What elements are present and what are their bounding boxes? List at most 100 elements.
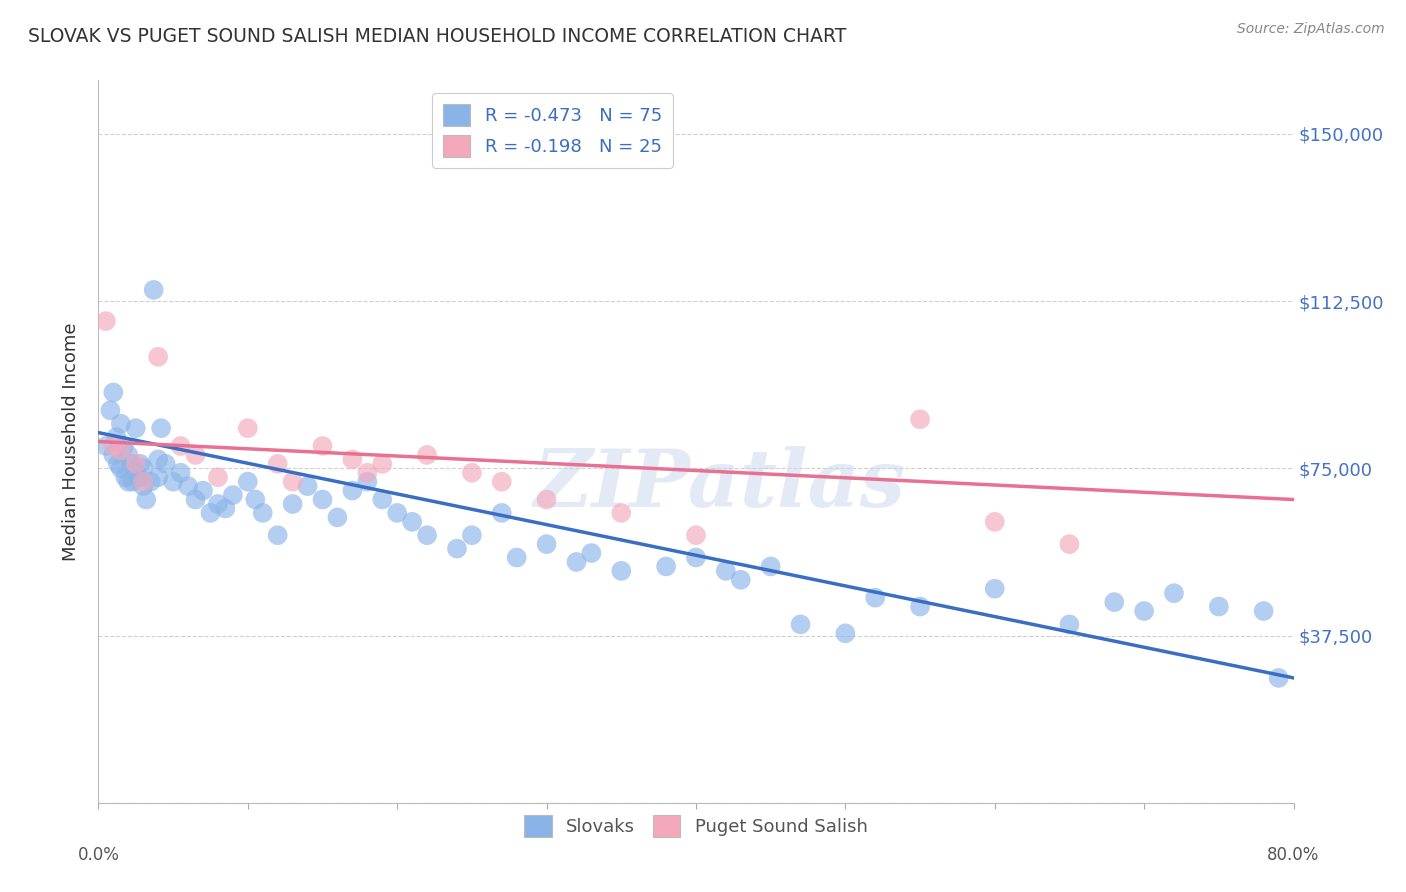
Point (98, 403, 122, 417)
Point (416, 528, 439, 542)
Point (401, 515, 423, 529)
Point (236, 421, 259, 435)
Point (125, 457, 148, 471)
Text: Source: ZipAtlas.com: Source: ZipAtlas.com (1237, 22, 1385, 37)
Point (252, 506, 274, 520)
Point (150, 421, 173, 435)
Point (214, 501, 236, 516)
Point (267, 528, 290, 542)
Point (416, 448, 439, 462)
Point (714, 564, 737, 578)
Point (236, 475, 259, 489)
Point (155, 457, 177, 471)
Point (110, 417, 132, 431)
Point (610, 564, 633, 578)
Point (311, 492, 333, 507)
Point (506, 550, 529, 565)
Point (128, 470, 150, 484)
Point (121, 475, 143, 489)
Point (491, 506, 513, 520)
Point (371, 457, 394, 471)
Point (184, 492, 207, 507)
Point (461, 528, 484, 542)
Point (148, 350, 170, 364)
Point (371, 492, 394, 507)
Point (200, 506, 222, 520)
Point (655, 559, 678, 574)
Point (103, 385, 125, 400)
Point (125, 466, 148, 480)
Point (730, 573, 752, 587)
Point (142, 283, 165, 297)
Point (281, 475, 304, 489)
Point (1104, 595, 1126, 609)
Point (207, 470, 229, 484)
Point (342, 483, 364, 498)
Point (132, 475, 155, 489)
Point (148, 470, 170, 484)
Point (120, 457, 142, 471)
Point (565, 555, 588, 569)
Point (94, 314, 117, 328)
Point (581, 546, 603, 560)
Point (267, 457, 290, 471)
Point (110, 443, 132, 458)
Point (342, 452, 364, 467)
Point (461, 466, 484, 480)
Point (117, 475, 139, 489)
Point (139, 475, 162, 489)
Point (135, 492, 157, 507)
Point (385, 506, 409, 520)
Point (1059, 537, 1081, 551)
Point (984, 515, 1007, 529)
Point (356, 466, 378, 480)
Point (125, 421, 148, 435)
Point (789, 617, 811, 632)
Text: 0.0%: 0.0% (77, 847, 120, 864)
Point (177, 479, 200, 493)
Point (105, 430, 128, 444)
Point (491, 475, 513, 489)
Point (207, 497, 229, 511)
Point (1059, 617, 1081, 632)
Point (281, 497, 304, 511)
Point (169, 466, 191, 480)
Point (148, 452, 170, 467)
Point (685, 528, 707, 542)
Point (162, 475, 184, 489)
Point (1267, 671, 1289, 685)
Point (356, 475, 378, 489)
Point (114, 470, 136, 484)
Point (132, 479, 155, 493)
Point (103, 448, 125, 462)
Point (117, 448, 139, 462)
Text: ZIPatlas: ZIPatlas (534, 446, 905, 524)
Point (1163, 586, 1185, 600)
Point (112, 439, 135, 453)
Point (536, 537, 558, 551)
Point (311, 439, 333, 453)
Point (245, 492, 267, 507)
Point (107, 457, 129, 471)
Point (759, 559, 782, 574)
Point (184, 448, 207, 462)
Point (536, 492, 558, 507)
Point (1208, 599, 1230, 614)
Point (865, 591, 887, 605)
Point (1133, 604, 1156, 618)
Point (103, 439, 125, 453)
Point (94, 439, 117, 453)
Point (169, 439, 191, 453)
Point (984, 582, 1007, 596)
Point (446, 541, 468, 556)
Point (834, 626, 856, 640)
Legend: Slovaks, Puget Sound Salish: Slovaks, Puget Sound Salish (517, 808, 875, 845)
Point (110, 461, 132, 475)
Point (908, 412, 931, 426)
Point (191, 483, 214, 498)
Y-axis label: Median Household Income: Median Household Income (62, 322, 80, 561)
Text: SLOVAK VS PUGET SOUND SALISH MEDIAN HOUSEHOLD INCOME CORRELATION CHART: SLOVAK VS PUGET SOUND SALISH MEDIAN HOUS… (28, 27, 846, 45)
Point (297, 479, 319, 493)
Point (908, 599, 931, 614)
Point (1253, 604, 1275, 618)
